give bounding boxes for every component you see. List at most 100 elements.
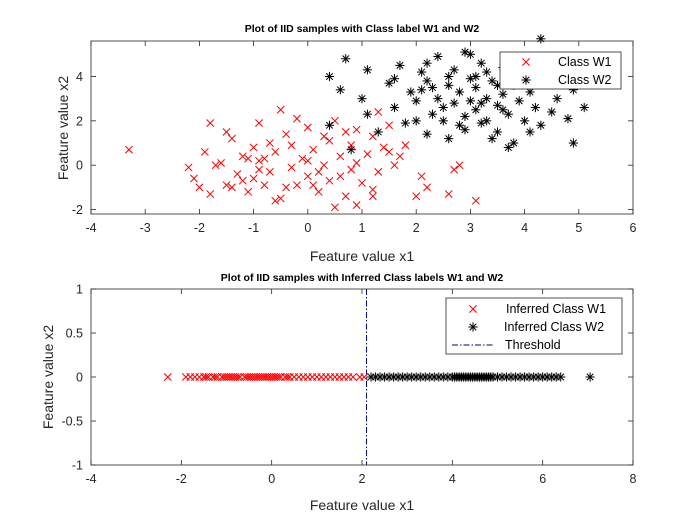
class-w1-point-stroke — [330, 116, 339, 125]
class-w2-point — [498, 89, 508, 99]
class-w1-point — [336, 172, 345, 181]
class-w1-point — [320, 161, 329, 170]
top-ytick-label: -2 — [72, 203, 83, 217]
class-w1-point — [374, 167, 383, 176]
class-w2-point-stroke — [407, 88, 415, 96]
top-xtick-label: 3 — [467, 221, 474, 235]
class-w2-point-stroke — [390, 75, 399, 83]
class-w1-point — [450, 165, 459, 174]
class-w1-point — [401, 141, 410, 150]
class-w1-point-stroke — [265, 139, 274, 147]
class-w2-point — [395, 60, 405, 70]
top-xtick-label: 2 — [413, 221, 420, 235]
class-w1-point-stroke — [227, 134, 236, 143]
inferred-w1-point-stroke — [283, 373, 292, 381]
class-w2-point-stroke — [363, 110, 372, 118]
bottom-subplot-xlabel: Feature value x1 — [310, 497, 414, 513]
class-w1-point — [314, 187, 323, 196]
class-w1-point — [222, 181, 231, 190]
class-w1-point-stroke — [358, 178, 366, 187]
class-w2-point — [563, 114, 573, 124]
class-w1-point — [200, 147, 209, 156]
class-w2-point-stroke — [455, 88, 464, 96]
class-w2-point — [422, 76, 432, 86]
class-w1-point-stroke — [293, 114, 301, 123]
inferred-w1-point — [233, 373, 242, 381]
class-w1-point — [363, 150, 372, 159]
class-w2-point-stroke — [445, 72, 453, 81]
class-w1-point-stroke — [217, 159, 226, 167]
class-w2-point-stroke — [385, 79, 393, 87]
class-w1-point-stroke — [374, 108, 383, 116]
class-w1-point-stroke — [271, 147, 280, 156]
class-w1-point-stroke — [233, 170, 242, 179]
class-w1-point — [423, 183, 431, 192]
class-w1-point — [287, 163, 296, 172]
class-w1-point-stroke — [303, 123, 312, 132]
class-w1-point — [374, 108, 383, 116]
class-w1-point — [227, 134, 236, 143]
class-w2-point — [536, 120, 546, 130]
class-w1-point-stroke — [347, 165, 356, 174]
class-w1-point — [271, 147, 280, 156]
class-w2-point-stroke — [336, 86, 344, 94]
class-w1-point-stroke — [385, 121, 394, 130]
class-w1-point-stroke — [303, 172, 312, 181]
bottom-xtick-label: 6 — [539, 472, 546, 486]
class-w1-point — [282, 183, 291, 192]
class-w1-point-stroke — [271, 196, 280, 205]
inferred-w1-point-stroke — [360, 373, 369, 381]
class-w1-point-stroke — [265, 167, 274, 176]
inferred-w1-point — [163, 373, 172, 381]
class-w2-point — [422, 58, 432, 68]
top-subplot-ylabel: Feature value x2 — [55, 76, 71, 180]
class-w1-point-stroke — [222, 181, 231, 190]
class-w2-point — [482, 116, 492, 126]
class-w1-point-stroke — [385, 147, 394, 156]
top-xtick-label: -2 — [194, 221, 205, 235]
class-w2-point-stroke — [580, 103, 588, 112]
legend-marker-class-w2 — [521, 75, 531, 85]
class-w1-point — [271, 196, 280, 205]
inferred-w2-point — [585, 372, 595, 382]
class-w2-point — [438, 102, 448, 113]
class-w2-point — [389, 102, 400, 113]
class-w1-point — [195, 183, 204, 192]
top-ytick-label: 0 — [76, 159, 83, 173]
class-w2-point-stroke — [472, 83, 480, 92]
class-w2-point-stroke — [493, 101, 502, 109]
class-w2-point-stroke — [423, 130, 431, 138]
bottom-ytick-label: 0.5 — [66, 327, 83, 341]
class-w1-point — [358, 178, 366, 187]
bottom-subplot-ticks: -4 -2 0 2 4 6 8 -1 -0.5 0 0.5 1 — [61, 283, 636, 487]
inferred-w2-point-stroke — [586, 373, 594, 381]
class-w2-point-stroke — [466, 50, 475, 58]
class-w1-point-stroke — [124, 145, 133, 154]
class-w1-point-stroke — [401, 141, 410, 150]
class-w1-point — [293, 181, 301, 190]
class-w1-point — [330, 203, 339, 212]
class-w1-point-stroke — [276, 105, 285, 114]
bottom-ytick-label: 0 — [76, 371, 83, 385]
class-w2-point — [482, 67, 492, 77]
class-w1-point-stroke — [320, 161, 329, 170]
class-w2-point-stroke — [396, 61, 404, 70]
class-w1-point — [352, 125, 361, 134]
top-xtick-label: -1 — [248, 221, 259, 235]
class-w2-point-stroke — [488, 77, 496, 85]
inferred-w2-point-stroke — [557, 373, 565, 381]
class-w1-point-stroke — [200, 147, 209, 156]
class-w2-point — [460, 125, 470, 135]
class-w2-point-stroke — [504, 110, 512, 118]
class-w1-point-stroke — [238, 176, 247, 185]
class-w1-point-stroke — [455, 161, 464, 170]
class-w1-point-stroke — [423, 183, 431, 192]
class-w1-point — [265, 139, 274, 147]
class-w2-point-stroke — [510, 139, 518, 147]
class-w1-point-stroke — [336, 172, 345, 181]
class-w2-point-stroke — [461, 126, 469, 134]
class-w1-point — [190, 174, 198, 183]
bottom-subplot-title: Plot of IID samples with Inferred Class … — [221, 272, 504, 284]
top-subplot: -4 -3 -2 -1 0 1 2 3 4 5 6 -2 0 2 4 Plot of IID samples… — [55, 23, 637, 264]
class-w1-point — [379, 143, 388, 152]
